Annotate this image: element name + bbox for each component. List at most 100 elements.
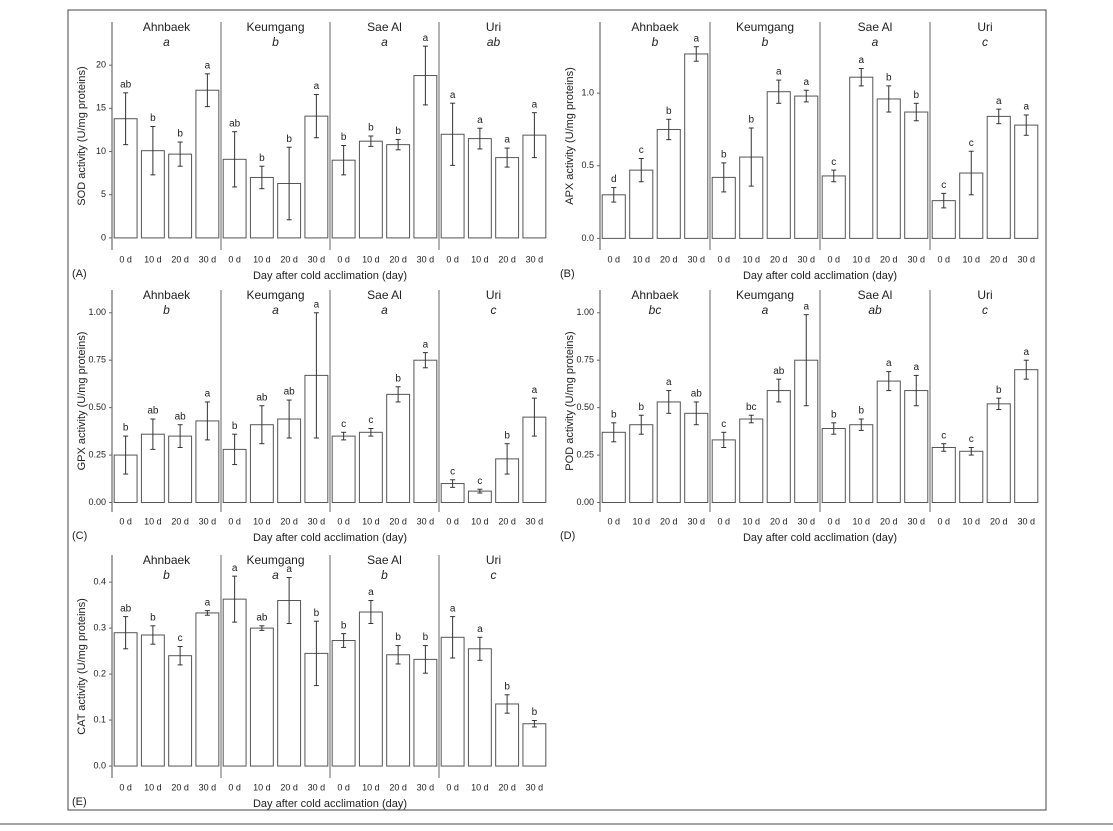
significance-letter: b — [721, 150, 727, 161]
bar — [766, 91, 791, 239]
significance-letter: a — [504, 135, 510, 146]
y-tick-label: 0.00 — [88, 497, 106, 507]
significance-letter: c — [941, 180, 946, 191]
significance-letter: a — [286, 564, 292, 575]
y-tick-label: 0.2 — [93, 668, 106, 678]
x-tick-label: 0 d — [827, 254, 840, 264]
facet-group-letter: a — [381, 303, 388, 317]
significance-letter: b — [259, 153, 265, 164]
significance-letter: a — [450, 603, 456, 614]
significance-letter: ab — [175, 411, 187, 422]
x-tick-label: 20 d — [498, 516, 516, 526]
y-tick-label: 15 — [96, 103, 106, 113]
y-axis-title: CAT activity (U/mg proteins) — [76, 598, 88, 735]
y-tick-label: 0.00 — [576, 497, 594, 507]
x-tick-label: 20 d — [498, 254, 516, 264]
panel-label: (A) — [72, 268, 87, 280]
facet-title: Ahnbaek — [631, 288, 679, 302]
x-tick-label: 20 d — [280, 254, 298, 264]
frame — [67, 9, 1047, 811]
x-tick-label: 0 d — [119, 516, 132, 526]
significance-letter: a — [205, 60, 211, 71]
y-tick-label: 1.0 — [581, 88, 594, 98]
significance-letter: b — [611, 409, 617, 420]
significance-letter: a — [1023, 347, 1029, 358]
x-tick-label: 20 d — [498, 782, 516, 792]
significance-letter: a — [450, 90, 456, 101]
x-tick-label: 10 d — [742, 516, 760, 526]
x-tick-label: 10 d — [144, 254, 162, 264]
significance-letter: c — [831, 157, 836, 168]
significance-letter: c — [721, 419, 726, 430]
x-tick-label: 0 d — [827, 516, 840, 526]
x-axis-title: Day after cold acclimation (day) — [743, 532, 897, 544]
significance-letter: bc — [746, 402, 757, 413]
facet-title: Uri — [486, 20, 501, 34]
x-tick-label: 30 d — [308, 254, 326, 264]
significance-letter: a — [776, 67, 782, 78]
significance-letter: b — [395, 373, 401, 384]
facet-title: Sae Al — [367, 20, 402, 34]
facet-group-letter: bc — [649, 303, 662, 317]
x-tick-label: 10 d — [471, 516, 489, 526]
bar — [684, 53, 709, 239]
x-tick-label: 0 d — [446, 782, 459, 792]
x-tick-label: 10 d — [362, 516, 380, 526]
bar — [794, 95, 819, 239]
bar — [986, 115, 1011, 239]
significance-letter: a — [1023, 102, 1029, 113]
facet-group-letter: c — [982, 35, 988, 49]
facet-group-letter: a — [272, 568, 279, 582]
x-tick-label: 30 d — [199, 516, 217, 526]
significance-letter: b — [395, 632, 401, 643]
x-tick-label: 10 d — [253, 782, 271, 792]
significance-letter: a — [205, 389, 211, 400]
facet-title: Ahnbaek — [143, 288, 191, 302]
x-tick-label: 30 d — [687, 516, 705, 526]
significance-letter: b — [666, 106, 672, 117]
bar — [140, 634, 165, 767]
facet-title: Sae Al — [858, 20, 893, 34]
bar — [849, 76, 874, 239]
x-tick-label: 10 d — [742, 254, 760, 264]
significance-letter: b — [996, 385, 1002, 396]
facet-title: Keumgang — [246, 553, 304, 567]
significance-letter: c — [969, 434, 974, 445]
x-tick-label: 0 d — [119, 782, 132, 792]
panel-label: (E) — [72, 796, 87, 808]
facet-title: Ahnbaek — [631, 20, 679, 34]
x-tick-label: 20 d — [280, 782, 298, 792]
bar — [113, 632, 138, 767]
significance-letter: a — [913, 362, 919, 373]
significance-letter: b — [886, 73, 892, 84]
bar — [358, 140, 383, 239]
bar — [331, 435, 356, 504]
x-tick-label: 0 d — [717, 516, 730, 526]
x-tick-label: 30 d — [1017, 516, 1035, 526]
bar — [766, 390, 791, 504]
x-tick-label: 0 d — [228, 254, 241, 264]
significance-letter: c — [368, 415, 373, 426]
y-tick-label: 0.0 — [93, 760, 106, 770]
x-tick-label: 0 d — [607, 254, 620, 264]
y-tick-label: 0.0 — [581, 233, 594, 243]
x-tick-label: 0 d — [228, 782, 241, 792]
x-tick-label: 20 d — [280, 516, 298, 526]
bar — [358, 431, 383, 504]
x-tick-label: 20 d — [990, 516, 1008, 526]
x-tick-label: 10 d — [144, 782, 162, 792]
x-tick-label: 10 d — [362, 782, 380, 792]
significance-letter: b — [504, 430, 510, 441]
x-tick-label: 30 d — [797, 254, 815, 264]
x-tick-label: 10 d — [632, 254, 650, 264]
x-tick-label: 10 d — [471, 782, 489, 792]
significance-letter: a — [314, 81, 320, 92]
x-axis-title: Day after cold acclimation (day) — [253, 798, 407, 810]
x-tick-label: 0 d — [228, 516, 241, 526]
facet-group-letter: a — [762, 303, 769, 317]
x-tick-label: 10 d — [362, 254, 380, 264]
y-tick-label: 1.00 — [576, 307, 594, 317]
x-tick-label: 0 d — [607, 516, 620, 526]
bar — [986, 403, 1011, 504]
x-tick-label: 20 d — [990, 254, 1008, 264]
